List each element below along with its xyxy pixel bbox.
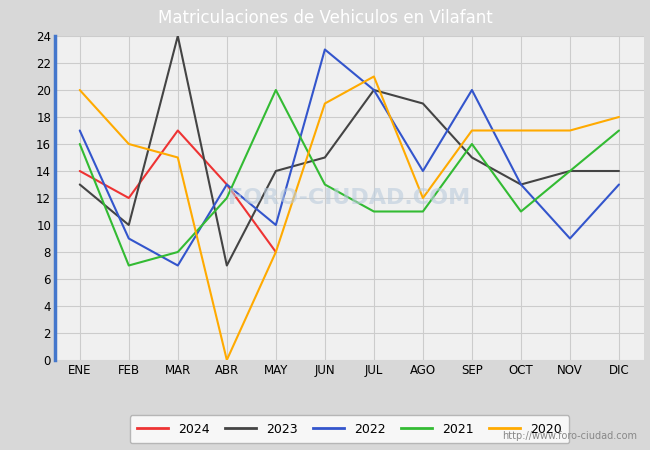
Text: Matriculaciones de Vehiculos en Vilafant: Matriculaciones de Vehiculos en Vilafant bbox=[157, 9, 493, 27]
Text: FORO-CIUDAD.COM: FORO-CIUDAD.COM bbox=[228, 188, 471, 208]
Text: http://www.foro-ciudad.com: http://www.foro-ciudad.com bbox=[502, 431, 637, 441]
Legend: 2024, 2023, 2022, 2021, 2020: 2024, 2023, 2022, 2021, 2020 bbox=[129, 415, 569, 443]
